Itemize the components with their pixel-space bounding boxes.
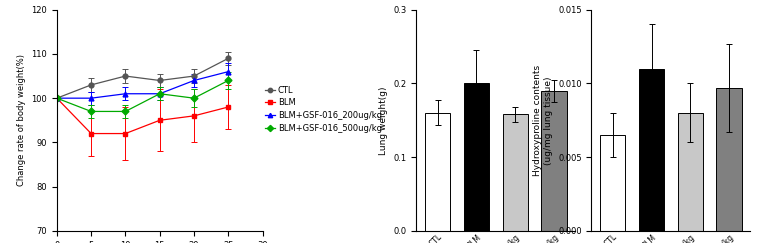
Bar <box>425 113 450 231</box>
Bar <box>639 69 664 231</box>
Bar <box>464 83 489 231</box>
Bar <box>716 88 741 231</box>
Y-axis label: Hydroxyproline contents
(ug/mg lung tissue): Hydroxyproline contents (ug/mg lung tiss… <box>533 65 553 176</box>
Bar <box>503 114 528 231</box>
Y-axis label: Lung weight(g): Lung weight(g) <box>379 86 388 155</box>
Bar <box>600 135 625 231</box>
Legend: CTL, BLM, BLM+GSF-016_200ug/kg, BLM+GSF-016_500ug/kg: CTL, BLM, BLM+GSF-016_200ug/kg, BLM+GSF-… <box>265 86 382 133</box>
Bar <box>678 113 703 231</box>
Y-axis label: Change rate of body weight(%): Change rate of body weight(%) <box>17 54 26 186</box>
Bar <box>541 91 567 231</box>
